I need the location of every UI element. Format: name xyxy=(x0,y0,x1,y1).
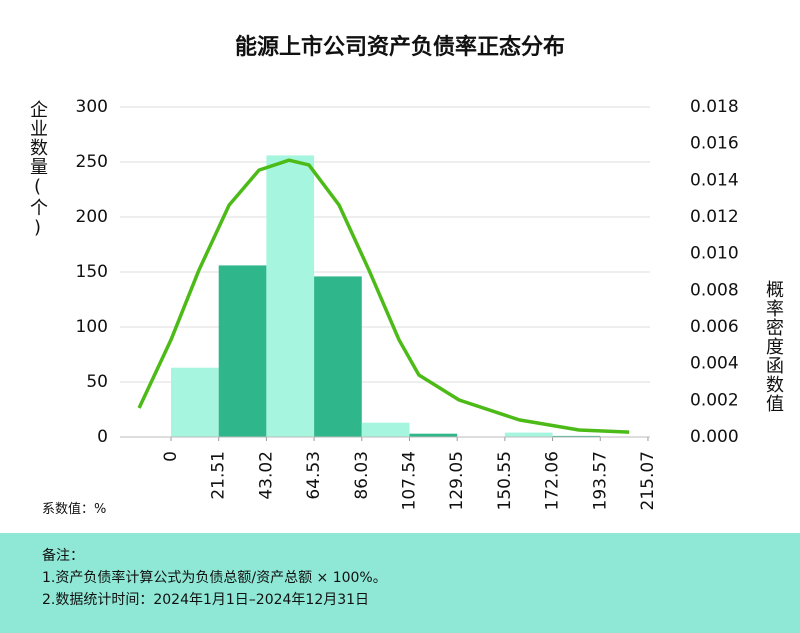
bar xyxy=(504,432,553,437)
notes-title: 备注： xyxy=(42,548,84,564)
y-axis-label: 企业数量(个) xyxy=(27,100,48,239)
y2-tick-label: 0.006 xyxy=(690,317,739,337)
bar xyxy=(409,433,458,437)
chart-title: 能源上市公司资产负债率正态分布 xyxy=(235,34,565,60)
x-tick-label: 21.51 xyxy=(209,451,229,500)
bar xyxy=(361,422,410,437)
y-tick-label: 0 xyxy=(97,427,108,447)
notes: 备注： 1.资产负债率计算公式为负债总额/资产总额 × 100%。 2.数据统计时… xyxy=(0,533,800,633)
y2-tick-label: 0.008 xyxy=(690,280,739,300)
y2-axis-label: 概率密度函数值 xyxy=(763,280,784,413)
bar xyxy=(266,155,315,437)
y2-tick-label: 0.002 xyxy=(690,390,739,410)
y-tick-label: 150 xyxy=(76,262,108,282)
x-tick-label: 129.05 xyxy=(447,451,467,510)
y2-tick-label: 0.014 xyxy=(690,170,739,190)
y2-tick-label: 0.000 xyxy=(690,427,739,447)
density-curve xyxy=(137,158,630,434)
y-tick-label: 300 xyxy=(76,97,108,117)
y2-tick-label: 0.016 xyxy=(690,134,739,154)
bar xyxy=(218,265,267,437)
x-tick-label: 193.57 xyxy=(590,451,610,510)
y-tick-label: 200 xyxy=(76,207,108,227)
y-tick-label: 50 xyxy=(86,372,108,392)
y2-tick-label: 0.010 xyxy=(690,244,739,264)
note-item: 1.资产负债率计算公式为负债总额/资产总额 × 100%。 xyxy=(42,570,387,586)
x-tick-label: 43.02 xyxy=(256,451,276,500)
x-tick-label: 64.53 xyxy=(304,451,324,500)
chart: 能源上市公司资产负债率正态分布 0 50 100 150 200 250 300 0.000 0… xyxy=(76,34,739,510)
x-tick-label: 0 xyxy=(161,451,181,462)
y2-tick-label: 0.004 xyxy=(690,354,739,374)
x-tick-label: 86.03 xyxy=(352,451,372,500)
x-tick-label: 107.54 xyxy=(399,451,419,510)
x-tick-label: 172.06 xyxy=(543,451,563,510)
x-tick-label: 150.55 xyxy=(495,451,515,510)
y-tick-label: 250 xyxy=(76,152,108,172)
bar xyxy=(171,367,219,437)
y2-tick-label: 0.012 xyxy=(690,207,739,227)
note-item: 2.数据统计时间：2024年1月1日–2024年12月31日 xyxy=(42,592,370,608)
x-axis-label: 系数值：% xyxy=(42,502,107,517)
bar xyxy=(314,276,362,437)
y2-tick-label: 0.018 xyxy=(690,97,739,117)
x-tick-label: 215.07 xyxy=(638,451,658,510)
y-tick-label: 100 xyxy=(76,317,108,337)
bar xyxy=(552,435,601,437)
